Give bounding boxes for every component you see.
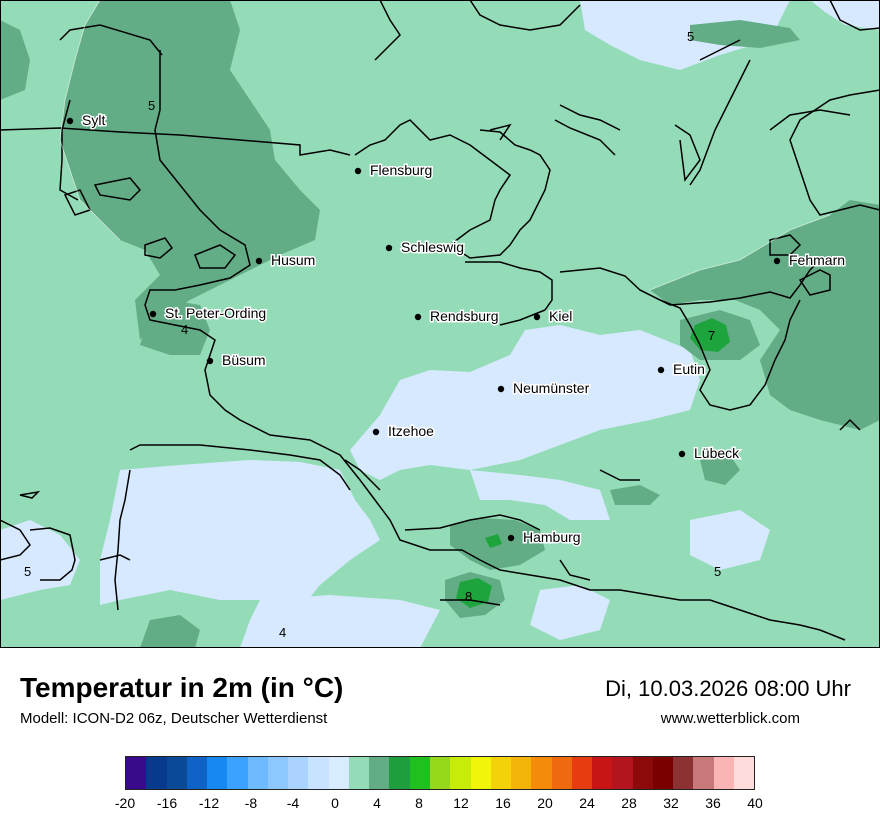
scale-swatch — [247, 757, 268, 789]
coastlines — [0, 0, 880, 641]
city-label-itzehoe: Itzehoe — [388, 423, 434, 439]
city-label-hamburg: Hamburg — [523, 529, 581, 545]
scale-swatch — [389, 757, 410, 789]
scale-tick-label: 4 — [373, 795, 381, 811]
contour-label: 4 — [279, 625, 286, 640]
scale-swatch — [429, 757, 451, 789]
contour-labels: 5 5 4 7 8 5 5 4 — [24, 29, 721, 640]
footer: Temperatur in 2m (in °C) Modell: ICON-D2… — [0, 648, 880, 830]
city-label-sylt: Sylt — [82, 112, 105, 128]
contour-label: 5 — [687, 29, 694, 44]
city-label-rendsburg: Rendsburg — [430, 308, 499, 324]
scale-swatch — [693, 757, 714, 789]
city-label-buesum: Büsum — [222, 352, 266, 368]
model-info: Modell: ICON-D2 06z, Deutscher Wetterdie… — [20, 710, 328, 727]
scale-swatch — [126, 757, 147, 789]
city-label-schleswig: Schleswig — [401, 239, 464, 255]
scale-tick-label: 0 — [331, 795, 339, 811]
scale-swatch — [166, 757, 187, 789]
scale-tick-label: -16 — [156, 795, 178, 811]
scale-swatch — [490, 757, 512, 789]
scale-swatch — [186, 757, 208, 789]
scale-tick-label: 40 — [747, 795, 763, 811]
band-4-6 — [0, 0, 880, 648]
scale-swatch — [267, 757, 289, 789]
scale-swatch — [369, 757, 390, 789]
temperature-map: Sylt Flensburg Schleswig Husum St. Peter… — [0, 0, 880, 648]
contour-label: 5 — [24, 564, 31, 579]
band-6-8 — [456, 318, 730, 608]
scale-tick-label: 16 — [495, 795, 511, 811]
city-markers — [66, 117, 781, 542]
color-scale-bar — [125, 756, 755, 790]
scale-swatch — [328, 757, 349, 789]
city-labels: Sylt Flensburg Schleswig Husum St. Peter… — [81, 111, 847, 547]
scale-tick-label: 36 — [705, 795, 721, 811]
scale-tick-label: -8 — [244, 795, 258, 811]
scale-tick-label: -20 — [114, 795, 136, 811]
scale-swatch — [146, 757, 167, 789]
scale-swatch — [470, 757, 491, 789]
scale-tick-label: -4 — [286, 795, 300, 811]
contour-label: 4 — [181, 322, 188, 337]
isotherm-lines — [59, 0, 831, 291]
city-label-neumuenster: Neumünster — [513, 380, 590, 396]
scale-tick-label: 28 — [621, 795, 637, 811]
scale-swatch — [207, 757, 228, 789]
city-label-luebeck: Lübeck — [694, 445, 740, 461]
scale-swatch — [733, 757, 755, 789]
scale-swatch — [348, 757, 370, 789]
scale-swatch — [409, 757, 430, 789]
scale-swatch — [511, 757, 532, 789]
scale-swatch — [288, 757, 309, 789]
city-label-eutin: Eutin — [673, 361, 705, 377]
scale-tick-label: 20 — [537, 795, 553, 811]
scale-swatch — [571, 757, 593, 789]
scale-swatch — [612, 757, 633, 789]
scale-swatch — [227, 757, 248, 789]
map-title: Temperatur in 2m (in °C) — [20, 672, 344, 703]
scale-tick-label: 32 — [663, 795, 679, 811]
contour-label: 5 — [714, 564, 721, 579]
band-0-2 — [0, 0, 880, 648]
contour-label: 7 — [708, 328, 715, 343]
scale-swatch — [308, 757, 329, 789]
scale-tick-label: -12 — [198, 795, 220, 811]
city-label-husum: Husum — [271, 252, 315, 268]
scale-tick-label: 12 — [453, 795, 469, 811]
scale-swatch — [713, 757, 734, 789]
scale-swatch — [673, 757, 694, 789]
scale-swatch — [592, 757, 613, 789]
city-label-kiel: Kiel — [549, 308, 572, 324]
scale-swatch — [632, 757, 653, 789]
scale-swatch — [450, 757, 471, 789]
contour-label: 5 — [148, 98, 155, 113]
city-label-fehmarn: Fehmarn — [789, 252, 845, 268]
scale-swatch — [652, 757, 674, 789]
city-label-flensburg: Flensburg — [370, 162, 432, 178]
scale-tick-label: 8 — [415, 795, 423, 811]
contour-label: 8 — [465, 589, 472, 604]
scale-tick-label: 24 — [579, 795, 595, 811]
forecast-datetime: Di, 10.03.2026 08:00 Uhr — [605, 676, 851, 701]
website-link[interactable]: www.wetterblick.com — [660, 710, 800, 727]
city-label-st-peter-ording: St. Peter-Ording — [165, 305, 266, 321]
scale-swatch — [551, 757, 572, 789]
scale-swatch — [531, 757, 552, 789]
